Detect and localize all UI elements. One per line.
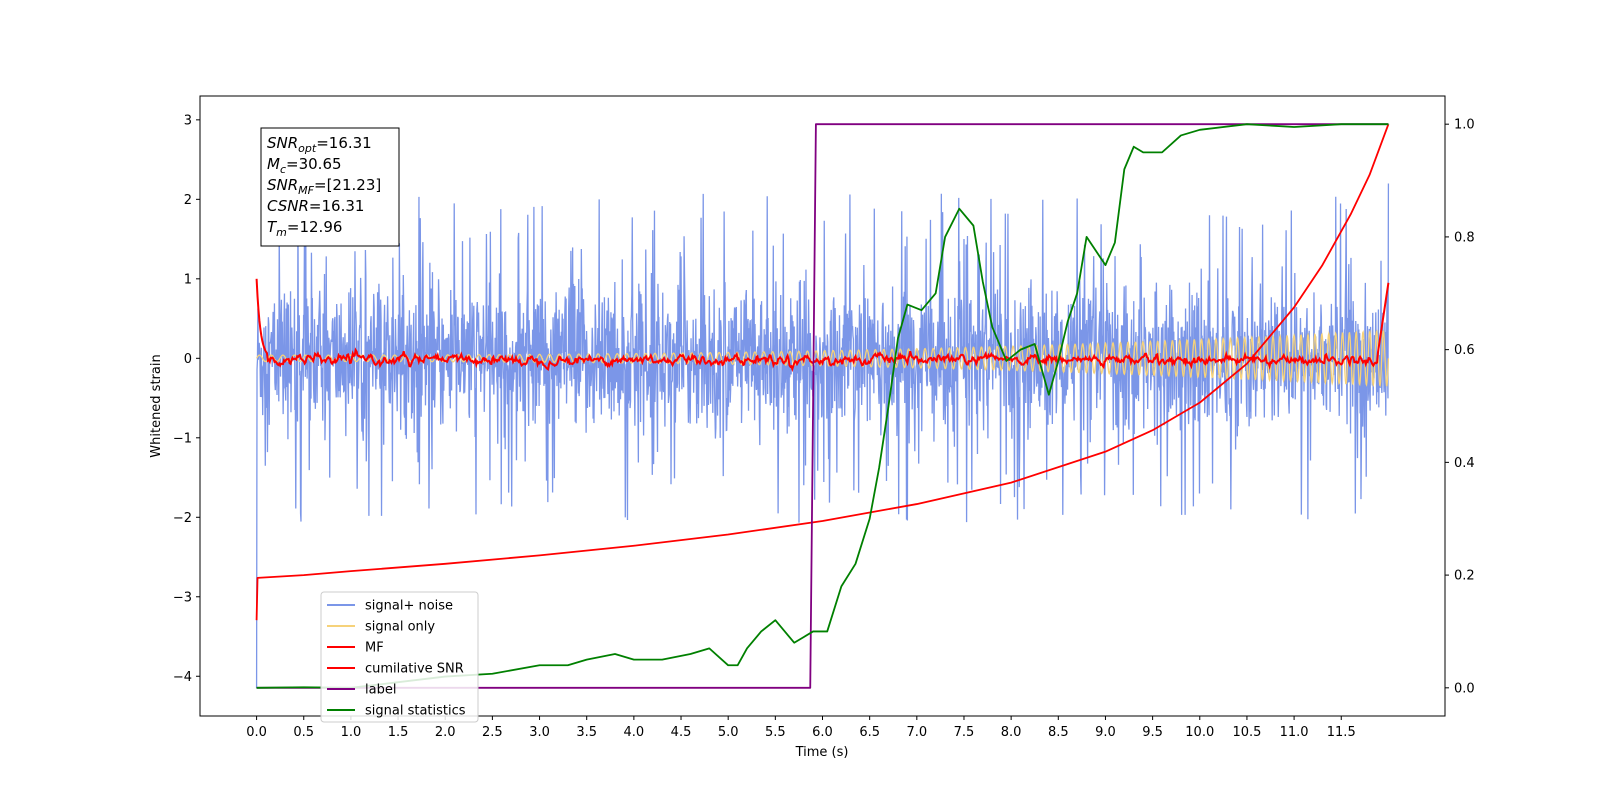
- x-tick-label: 1.0: [341, 725, 362, 740]
- annotation-subscript: m: [276, 226, 287, 239]
- annotation-value: =12.96: [287, 218, 343, 236]
- series-layer: [255, 123, 1390, 689]
- x-tick-label: 10.5: [1232, 725, 1261, 740]
- annotation-line: Tm=12.96: [267, 218, 342, 239]
- x-tick-label: 8.0: [1001, 725, 1022, 740]
- y2-tick-label: 0.2: [1454, 569, 1475, 584]
- legend-label: signal+ noise: [365, 599, 453, 614]
- y-axis-left: 3 2 1 0 −1 −2 −3 −4: [173, 113, 200, 685]
- x-tick-label: 3.5: [576, 725, 597, 740]
- annotation-line: Mc=30.65: [267, 155, 342, 176]
- annotation-value: =30.65: [286, 155, 342, 173]
- y-tick-label: −2: [173, 511, 192, 526]
- series-line-signal-noise: [255, 183, 1390, 689]
- annotation-subscript: opt: [298, 142, 317, 155]
- y-tick-label: −1: [173, 431, 192, 446]
- x-tick-label: 5.0: [718, 725, 739, 740]
- y-axis-right: 1.0 0.8 0.6 0.4 0.2 0.0: [1445, 118, 1475, 696]
- annotation-line: CSNR=16.31: [267, 197, 364, 215]
- x-tick-label: 2.0: [435, 725, 456, 740]
- annotation-value: =[21.23]: [314, 176, 381, 194]
- legend-label: signal statistics: [365, 704, 466, 719]
- y-tick-label: 0: [184, 352, 192, 367]
- annotation-frame: [260, 127, 400, 247]
- x-tick-label: 6.0: [812, 725, 833, 740]
- annotation-symbol: T: [267, 218, 278, 236]
- x-tick-label: 7.0: [906, 725, 927, 740]
- legend-label: cumilative SNR: [365, 662, 464, 677]
- x-tick-label: 0.5: [293, 725, 314, 740]
- x-tick-label: 6.5: [859, 725, 880, 740]
- annotation-symbol: SNR: [267, 134, 298, 152]
- series-line-signal-statistics: [256, 123, 1389, 689]
- annotation-box: SNRopt=16.31Mc=30.65SNRMF=[21.23]CSNR=16…: [260, 127, 400, 247]
- x-tick-label: 9.5: [1142, 725, 1163, 740]
- y2-tick-label: 0.0: [1454, 681, 1475, 696]
- x-tick-label: 8.5: [1048, 725, 1069, 740]
- legend-label: signal only: [365, 620, 435, 635]
- y2-tick-label: 0.4: [1454, 456, 1475, 471]
- annotation-value: =16.31: [316, 134, 372, 152]
- legend-label: MF: [365, 641, 384, 656]
- x-tick-label: 4.0: [624, 725, 645, 740]
- x-tick-label: 7.5: [954, 725, 975, 740]
- legend: signal+ noise signal only MF cumilative SNR…: [320, 591, 479, 723]
- series-line-cumulative-snr: [255, 123, 1390, 621]
- annotation-line: SNRMF=[21.23]: [267, 176, 381, 197]
- x-tick-label: 3.0: [529, 725, 550, 740]
- annotation-subscript: MF: [298, 184, 314, 197]
- y2-tick-label: 0.6: [1454, 343, 1475, 358]
- x-axis: 0.0 0.5 1.0 1.5 2.0 2.5 3.0 3.5 4.0 4.5 5.0 5.5 6.0 6…: [246, 716, 1356, 740]
- y2-tick-label: 0.8: [1454, 230, 1475, 245]
- x-tick-label: 4.5: [671, 725, 692, 740]
- annotation-symbol: M: [267, 155, 280, 173]
- x-tick-label: 10.0: [1185, 725, 1214, 740]
- y-tick-label: −4: [173, 670, 192, 685]
- legend-label: label: [365, 683, 396, 698]
- x-tick-label: 2.5: [482, 725, 503, 740]
- annotation-line: SNRopt=16.31: [267, 134, 372, 155]
- y-tick-label: 2: [184, 193, 192, 208]
- x-tick-label: 9.0: [1095, 725, 1116, 740]
- x-tick-label: 5.5: [765, 725, 786, 740]
- x-tick-label: 11.5: [1327, 725, 1356, 740]
- y-tick-label: −3: [173, 590, 192, 605]
- y-tick-label: 1: [184, 272, 192, 287]
- legend-frame: [320, 591, 479, 723]
- x-tick-label: 11.0: [1280, 725, 1309, 740]
- y-tick-label: 3: [184, 113, 192, 128]
- y2-tick-label: 1.0: [1454, 118, 1475, 133]
- series-line-label: [256, 123, 1389, 689]
- annotation-subscript: c: [280, 163, 286, 176]
- x-axis-label: Time (s): [795, 745, 849, 760]
- annotation-symbol: CSNR: [267, 197, 309, 215]
- series-line-mf: [255, 278, 1390, 373]
- y-axis-label: Whitened strain: [149, 354, 164, 457]
- x-tick-label: 0.0: [246, 725, 267, 740]
- x-tick-label: 1.5: [388, 725, 409, 740]
- annotation-symbol: SNR: [267, 176, 298, 194]
- annotation-value: =16.31: [309, 197, 365, 215]
